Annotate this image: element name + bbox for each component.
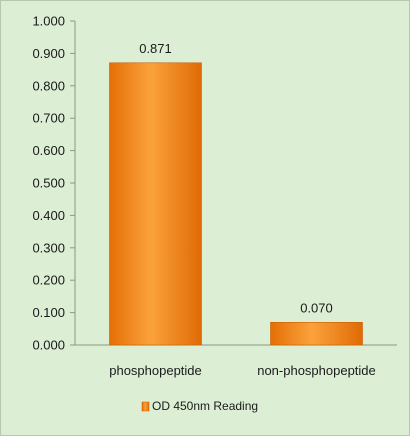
bar-phosphopeptide xyxy=(109,62,202,346)
y-tick-label: 0.500 xyxy=(32,176,65,191)
data-label-phosphopeptide: 0.871 xyxy=(139,41,172,56)
data-labels: 0.871 0.070 xyxy=(139,41,333,316)
y-tick-label: 0.200 xyxy=(32,273,65,288)
bars xyxy=(109,62,363,346)
y-axis-ticks: 0.000 0.100 0.200 0.300 0.400 0.500 0.600 0.700… xyxy=(32,14,75,353)
y-tick-label: 0.700 xyxy=(32,111,65,126)
y-tick-label: 0.400 xyxy=(32,208,65,223)
category-label-non-phosphopeptide: non-phosphopeptide xyxy=(257,363,376,378)
category-label-phosphopeptide: phosphopeptide xyxy=(109,363,202,378)
legend-label: OD 450nm Reading xyxy=(152,399,258,413)
data-label-non-phosphopeptide: 0.070 xyxy=(300,300,333,315)
y-tick-label: 0.300 xyxy=(32,240,65,255)
y-tick-label: 0.800 xyxy=(32,78,65,93)
category-labels: phosphopeptide non-phosphopeptide xyxy=(109,363,376,378)
legend: OD 450nm Reading xyxy=(141,399,258,413)
y-tick-label: 0.900 xyxy=(32,46,65,61)
bar-non-phosphopeptide xyxy=(270,322,363,346)
y-tick-label: 0.600 xyxy=(32,143,65,158)
y-tick-label: 0.100 xyxy=(32,305,65,320)
y-tick-label: 1.000 xyxy=(32,14,65,29)
legend-swatch xyxy=(141,401,150,412)
y-tick-label: 0.000 xyxy=(32,338,65,353)
